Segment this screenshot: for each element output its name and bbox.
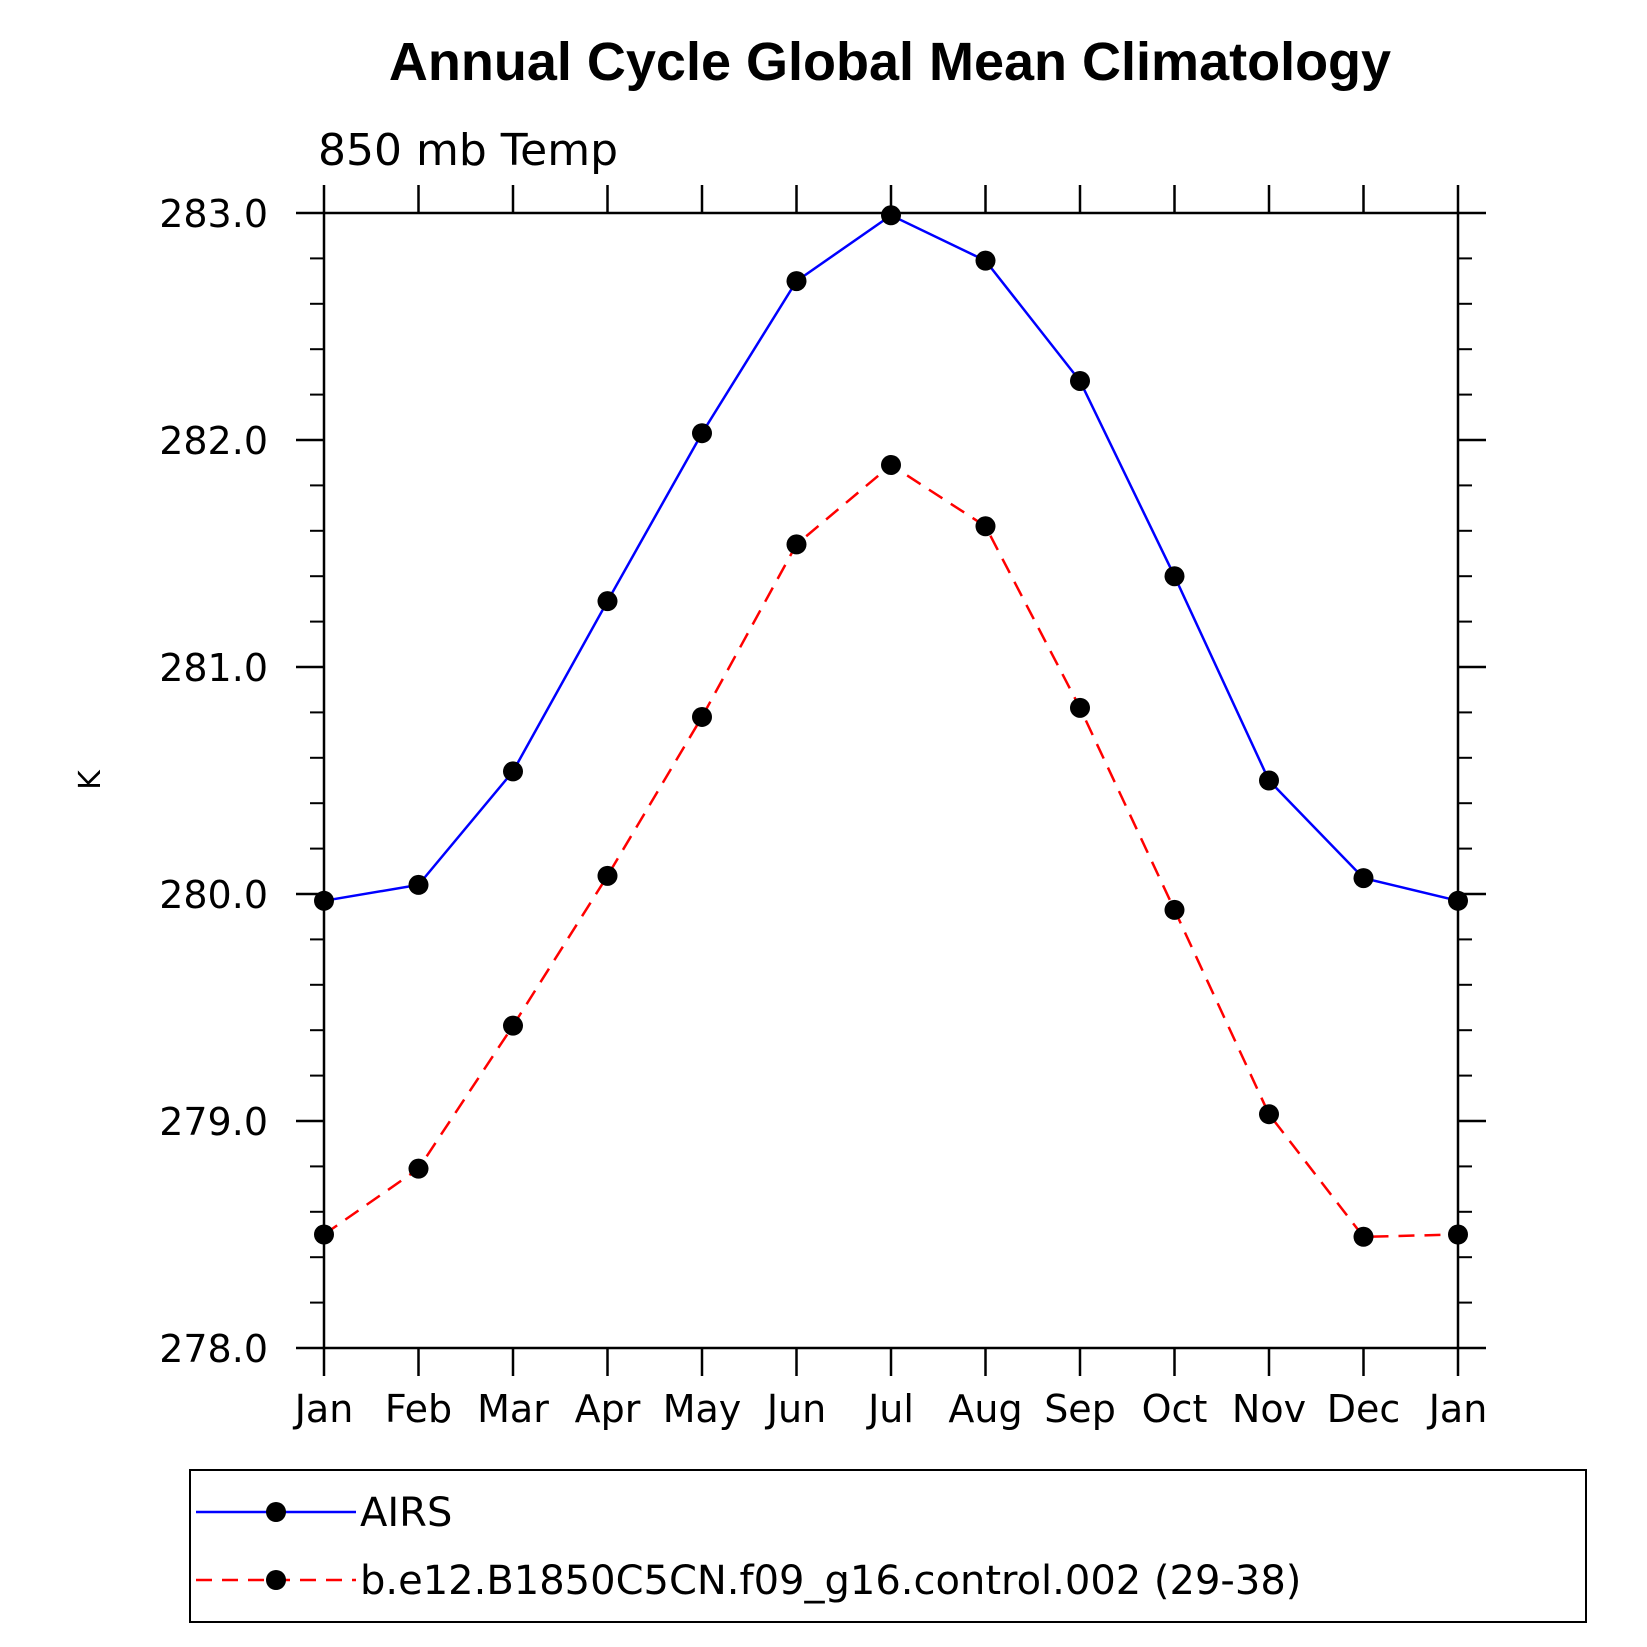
legend-marker-airs [266,1502,286,1522]
x-tick-label: Oct [1142,1387,1208,1431]
series-1-point [597,865,618,886]
plot-axes: 278.0 279.0 280.0 281.0 282.0 283.0 Jan Feb Mar A… [159,185,1487,1431]
series-0-point [786,271,807,292]
legend-label-model: b.e12.B1850C5CN.f09_g16.control.002 (29-… [360,1558,1301,1604]
y-tick-label: 279.0 [159,1100,268,1144]
x-tick-label: Sep [1044,1387,1116,1431]
legend-marker-model [266,1570,286,1590]
series-layer [314,205,1468,1247]
series-0-point [408,874,429,895]
y-tick-label: 283.0 [159,192,268,236]
series-0-point [1070,370,1090,391]
series-0-point [692,423,712,444]
legend-box [189,1469,1587,1623]
series-0-point [975,250,996,271]
x-tick-label: Jan [293,1387,354,1431]
x-tick-label: Apr [575,1387,641,1431]
x-tick-label: Jun [765,1387,826,1431]
series-line-1 [323,463,1459,1239]
series-0-point [1448,890,1468,911]
x-tick-label: Jan [1427,1387,1488,1431]
series-0-point [314,890,334,911]
series-0-point [503,761,523,782]
x-tick-label: May [663,1387,742,1431]
chart-title: Annual Cycle Global Mean Climatology [389,32,1391,92]
series-0-point [1353,868,1374,889]
series-1-point [1353,1226,1374,1247]
x-tick-label: Jul [866,1387,914,1431]
series-1-point [1448,1224,1468,1245]
chart-subtitle: 850 mb Temp [318,125,618,176]
series-0-point [1259,770,1279,791]
x-tick-label: Mar [477,1387,549,1431]
series-1-point [408,1158,429,1179]
x-tick-label: Nov [1232,1387,1306,1431]
y-tick-label: 278.0 [159,1327,268,1371]
y-tick-label: 281.0 [159,646,268,690]
series-1-point [692,706,712,727]
y-axis-label: K [73,769,108,790]
series-1-point [314,1224,334,1245]
series-1-point [1070,697,1090,718]
series-1-point [786,534,807,555]
series-1-point [881,454,901,475]
x-tick-label: Aug [948,1387,1022,1431]
series-0-point [597,591,618,612]
y-tick-label: 282.0 [159,419,268,463]
series-1-point [503,1015,523,1036]
series-0-point [881,205,901,226]
legend: AIRS b.e12.B1850C5CN.f09_g16.control.002… [189,1469,1587,1623]
series-1-point [1259,1104,1279,1125]
series-1-point [975,516,996,537]
series-0-point [1164,566,1185,587]
x-tick-label: Dec [1327,1387,1401,1431]
series-line-0 [323,213,1459,903]
x-tick-label: Feb [385,1387,452,1431]
plot-frame [322,211,1460,1350]
y-tick-label: 280.0 [159,873,268,917]
legend-label-airs: AIRS [360,1490,452,1536]
series-1-point [1164,899,1185,920]
